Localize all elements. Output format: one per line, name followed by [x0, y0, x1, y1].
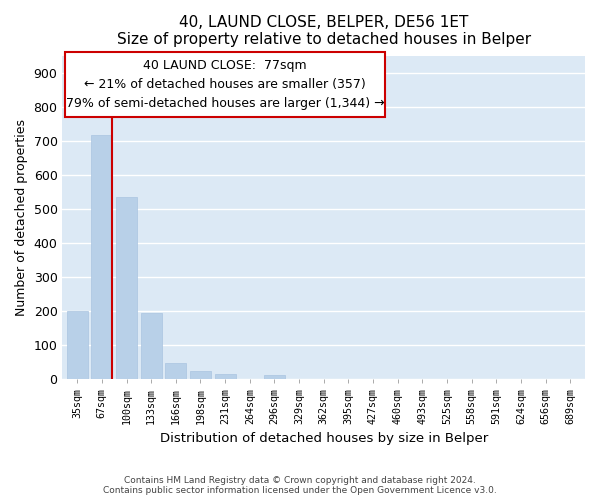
Text: Contains HM Land Registry data © Crown copyright and database right 2024.
Contai: Contains HM Land Registry data © Crown c…: [103, 476, 497, 495]
FancyBboxPatch shape: [65, 52, 385, 116]
Bar: [91, 136, 112, 378]
Bar: [215, 374, 236, 378]
Title: 40, LAUND CLOSE, BELPER, DE56 1ET
Size of property relative to detached houses i: 40, LAUND CLOSE, BELPER, DE56 1ET Size o…: [116, 15, 531, 48]
Bar: [190, 371, 211, 378]
Y-axis label: Number of detached properties: Number of detached properties: [15, 118, 28, 316]
Bar: [67, 310, 88, 378]
Bar: [116, 196, 137, 378]
Bar: [166, 363, 186, 378]
X-axis label: Distribution of detached houses by size in Belper: Distribution of detached houses by size …: [160, 432, 488, 445]
Text: 40 LAUND CLOSE:  77sqm
← 21% of detached houses are smaller (357)
79% of semi-de: 40 LAUND CLOSE: 77sqm ← 21% of detached …: [66, 59, 385, 110]
Bar: [264, 375, 285, 378]
Bar: [140, 313, 161, 378]
